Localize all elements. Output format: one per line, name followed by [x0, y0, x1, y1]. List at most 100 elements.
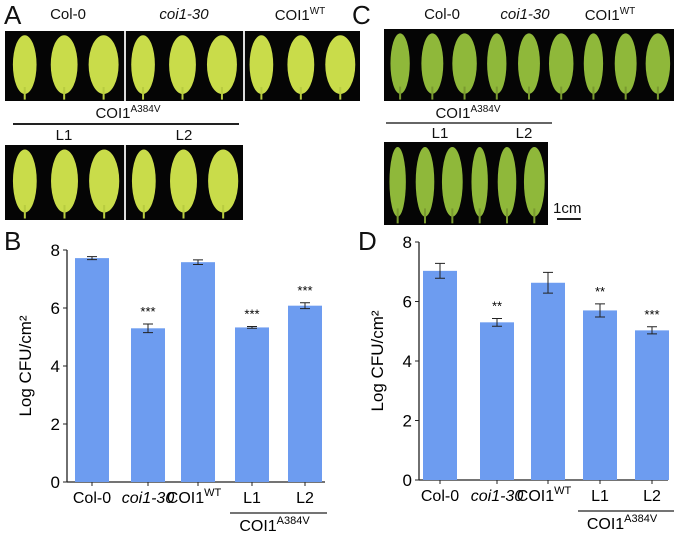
- error-bar: [435, 262, 445, 279]
- leaf: [170, 149, 197, 213]
- error-bar: [543, 271, 553, 294]
- photo-divider: [124, 145, 126, 220]
- leaf: [497, 146, 517, 217]
- label-text: COI1: [584, 7, 620, 24]
- photo-divider: [124, 31, 126, 101]
- leaf: [548, 33, 574, 94]
- group-label: COI1A384V: [587, 513, 658, 533]
- group-line: [13, 123, 239, 125]
- label-coi1-wt: COI1WT: [275, 6, 326, 24]
- x-tick-label: COI1WT: [167, 487, 222, 507]
- bar: [75, 258, 109, 482]
- leaves-image: [12, 35, 356, 100]
- leaf: [169, 35, 196, 94]
- x-tick-label: Col-0: [421, 488, 459, 505]
- bar: [583, 310, 617, 480]
- leaf-photo-c-bottom: [384, 142, 548, 225]
- photo-divider: [243, 31, 245, 101]
- error-bar: [87, 256, 97, 261]
- leaf: [12, 35, 37, 94]
- label-coi1-wt: COI1WT: [585, 6, 636, 24]
- label-sup: A384V: [130, 104, 161, 115]
- leaf: [88, 35, 119, 94]
- significance-label: ***: [140, 304, 155, 319]
- leaf: [421, 33, 444, 94]
- label-coi1-a384v: COI1A384V: [95, 104, 160, 122]
- leaf: [645, 33, 671, 94]
- superscript: A384V: [624, 513, 658, 525]
- y-tick-label: 4: [403, 352, 412, 371]
- x-tick-label: L1: [243, 490, 261, 507]
- significance-label: ***: [297, 283, 312, 298]
- label-coi1-30: coi1-30: [159, 6, 209, 23]
- significance-label: **: [595, 284, 605, 299]
- leaf: [131, 149, 156, 213]
- leaf: [415, 146, 435, 217]
- label-text: COI1: [95, 105, 131, 122]
- superscript: WT: [204, 487, 221, 499]
- x-tick-label: coi1-30: [122, 490, 175, 507]
- leaf: [325, 35, 356, 94]
- y-tick-label: 0: [403, 471, 412, 490]
- error-bar: [143, 323, 153, 334]
- x-tick-label: Col-0: [73, 490, 111, 507]
- y-tick-label: 4: [51, 357, 60, 376]
- leaves-image: [12, 149, 239, 219]
- leaf: [452, 33, 477, 94]
- label-text: COI1: [274, 7, 310, 24]
- error-bar: [247, 326, 257, 329]
- label-text: COI1: [435, 105, 471, 122]
- label-l1: L1: [55, 127, 73, 144]
- significance-label: **: [492, 298, 502, 313]
- leaf: [287, 35, 315, 94]
- x-tick-label: L1: [591, 488, 609, 505]
- leaf: [441, 146, 463, 217]
- leaf: [89, 149, 120, 213]
- x-tick-label: L2: [643, 488, 661, 505]
- y-tick-label: 0: [51, 473, 60, 492]
- label-col0: Col-0: [50, 6, 86, 23]
- label-col0: Col-0: [424, 6, 460, 23]
- y-tick-label: 6: [403, 293, 412, 312]
- y-tick-label: 8: [403, 233, 412, 252]
- bar: [235, 327, 269, 482]
- label-l1: L1: [431, 125, 449, 142]
- significance-label: ***: [644, 307, 659, 322]
- error-bar: [595, 303, 605, 318]
- leaf: [131, 35, 155, 94]
- y-axis-label: Log CFU/cm²: [368, 310, 387, 411]
- leaf: [614, 33, 637, 94]
- bar: [635, 330, 669, 480]
- leaf: [390, 33, 410, 94]
- leaf: [206, 35, 237, 94]
- error-bar: [300, 302, 310, 310]
- leaf: [583, 33, 604, 94]
- leaf: [389, 146, 406, 217]
- bar: [288, 305, 322, 482]
- leaves-image: [389, 146, 545, 224]
- x-tick-label: L2: [296, 490, 314, 507]
- label-coi1-a384v: COI1A384V: [435, 104, 500, 122]
- label-l2: L2: [515, 125, 533, 142]
- scale-bar: [557, 218, 581, 220]
- error-bar: [193, 259, 203, 265]
- y-tick-label: 6: [51, 299, 60, 318]
- panel-label-c: C: [352, 0, 371, 30]
- panel-label-a: A: [4, 0, 22, 30]
- label-l2: L2: [175, 127, 193, 144]
- label-sup: WT: [309, 6, 326, 17]
- x-tick-label: COI1WT: [517, 485, 572, 505]
- leaf: [249, 35, 274, 94]
- leaf: [208, 149, 239, 213]
- error-bar: [492, 317, 502, 327]
- bar: [423, 270, 457, 480]
- x-tick-label: coi1-30: [471, 488, 524, 505]
- error-bar: [647, 326, 657, 335]
- leaf: [523, 146, 545, 217]
- label-sup: A384V: [470, 104, 501, 115]
- significance-label: ***: [244, 307, 259, 322]
- y-tick-label: 8: [51, 241, 60, 260]
- label-coi1-30: coi1-30: [500, 6, 550, 23]
